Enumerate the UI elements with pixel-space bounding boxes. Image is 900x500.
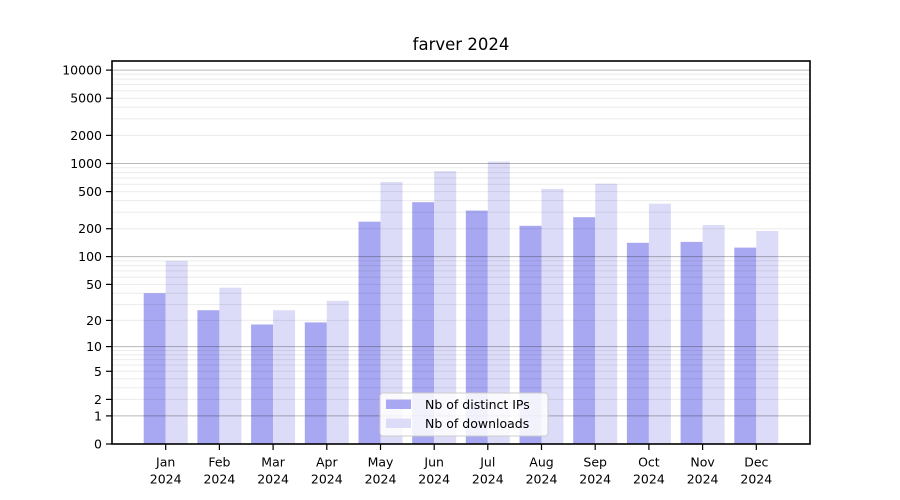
legend-box	[379, 392, 549, 437]
bar-nb-of-distinct-ips-feb	[197, 310, 220, 444]
y-tick-label-5000: 5000	[70, 91, 102, 106]
bar-nb-of-downloads-aug	[541, 188, 564, 444]
bar-nb-of-downloads-oct	[648, 203, 671, 444]
x-tick-year-jun: 2024	[418, 472, 450, 487]
x-tick-year-feb: 2024	[203, 472, 235, 487]
legend-swatch-nb-of-distinct-ips	[386, 399, 411, 409]
legend-label-nb-of-downloads: Nb of downloads	[425, 416, 529, 431]
y-tick-label-1000: 1000	[70, 156, 102, 171]
x-tick-year-apr: 2024	[311, 472, 343, 487]
x-tick-year-nov: 2024	[687, 472, 719, 487]
bar-nb-of-downloads-jun	[434, 171, 457, 444]
x-tick-month-nov: Nov	[690, 455, 715, 470]
x-tick-year-aug: 2024	[526, 472, 558, 487]
bar-nb-of-downloads-sep	[595, 183, 618, 444]
x-tick-month-apr: Apr	[316, 455, 338, 470]
x-tick-year-jan: 2024	[150, 472, 182, 487]
bar-nb-of-distinct-ips-may	[358, 221, 381, 444]
bar-nb-of-distinct-ips-jun	[412, 202, 435, 444]
legend-swatch-nb-of-downloads	[386, 418, 411, 428]
x-tick-month-jun: Jun	[423, 455, 444, 470]
bar-nb-of-downloads-may	[380, 182, 403, 444]
y-tick-label-500: 500	[78, 184, 102, 199]
bar-nb-of-downloads-dec	[756, 231, 779, 444]
bar-nb-of-distinct-ips-oct	[626, 242, 649, 444]
y-tick-label-2: 2	[94, 392, 102, 407]
bar-nb-of-downloads-apr	[326, 300, 349, 444]
bar-nb-of-downloads-mar	[273, 310, 296, 444]
x-tick-month-may: May	[368, 455, 394, 470]
legend-label-nb-of-distinct-ips: Nb of distinct IPs	[425, 397, 530, 412]
x-tick-year-mar: 2024	[257, 472, 289, 487]
x-tick-year-oct: 2024	[633, 472, 665, 487]
bar-nb-of-distinct-ips-apr	[304, 322, 327, 444]
bar-nb-of-downloads-feb	[219, 287, 242, 444]
plot-border	[111, 60, 811, 445]
bar-nb-of-distinct-ips-mar	[251, 324, 274, 444]
x-tick-month-feb: Feb	[208, 455, 230, 470]
bar-nb-of-distinct-ips-dec	[734, 247, 757, 444]
x-tick-year-sep: 2024	[579, 472, 611, 487]
bar-nb-of-distinct-ips-aug	[519, 225, 542, 444]
y-tick-label-0: 0	[94, 437, 102, 452]
x-tick-year-jul: 2024	[472, 472, 504, 487]
y-tick-label-20: 20	[86, 313, 102, 328]
bar-nb-of-downloads-jan	[165, 260, 188, 444]
y-tick-label-200: 200	[78, 221, 102, 236]
y-tick-label-2000: 2000	[70, 128, 102, 143]
y-tick-label-50: 50	[86, 277, 102, 292]
x-tick-month-jan: Jan	[155, 455, 175, 470]
bar-nb-of-distinct-ips-jan	[143, 293, 166, 444]
bar-nb-of-downloads-nov	[702, 225, 725, 444]
y-tick-label-100: 100	[78, 249, 102, 264]
y-tick-label-1: 1	[94, 408, 102, 423]
y-tick-label-5: 5	[94, 364, 102, 379]
x-tick-year-may: 2024	[365, 472, 397, 487]
chart-title: farver 2024	[412, 35, 510, 54]
x-tick-month-aug: Aug	[529, 455, 553, 470]
x-tick-month-sep: Sep	[583, 455, 607, 470]
x-tick-month-mar: Mar	[261, 455, 285, 470]
bar-nb-of-distinct-ips-sep	[573, 217, 596, 444]
y-tick-label-10000: 10000	[62, 63, 102, 78]
x-tick-month-dec: Dec	[744, 455, 768, 470]
x-tick-month-jul: Jul	[479, 455, 495, 470]
x-tick-month-oct: Oct	[638, 455, 660, 470]
x-tick-year-dec: 2024	[740, 472, 772, 487]
bar-nb-of-downloads-jul	[487, 161, 510, 444]
bar-nb-of-distinct-ips-nov	[680, 241, 703, 444]
bar-nb-of-distinct-ips-jul	[465, 210, 488, 444]
y-tick-label-10: 10	[86, 339, 102, 354]
